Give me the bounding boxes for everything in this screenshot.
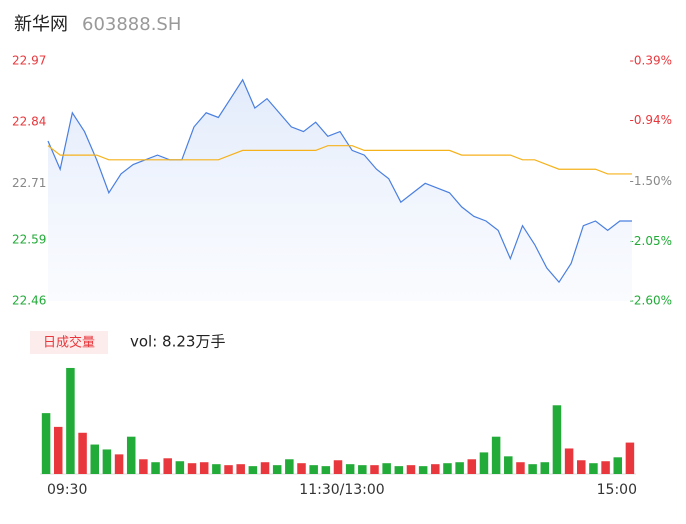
volume-bar <box>431 464 440 474</box>
stock-name: 新华网 <box>14 14 68 35</box>
volume-bar <box>625 442 635 474</box>
volume-bar <box>479 452 489 474</box>
volume-bar <box>114 454 124 474</box>
volume-bar <box>394 466 404 474</box>
volume-bar <box>90 444 99 474</box>
x-tick-label: 09:30 <box>47 482 87 498</box>
volume-bar <box>66 367 75 474</box>
volume-bar <box>285 459 294 474</box>
price-area <box>48 79 632 301</box>
volume-total: vol: 8.23万手 <box>130 333 225 351</box>
volume-bar <box>199 462 209 474</box>
volume-bar <box>272 465 282 474</box>
y-tick-label: 22.59 <box>12 232 46 246</box>
x-tick-label: 11:30/13:00 <box>299 482 384 498</box>
volume-bar <box>564 448 574 474</box>
y-tick-label: 22.71 <box>12 176 46 190</box>
volume-bar <box>613 457 623 474</box>
y-tick-label: 22.84 <box>12 115 46 129</box>
volume-bar <box>528 464 537 474</box>
y2-tick-label: -1.50% <box>630 174 672 188</box>
y2-tick-label: -0.39% <box>630 54 672 68</box>
volume-bar <box>151 462 160 474</box>
volume-bar <box>248 466 258 474</box>
y2-tick-label: -0.94% <box>630 113 672 127</box>
volume-bar <box>297 463 306 474</box>
volume-bar <box>139 459 148 474</box>
volume-bar <box>187 463 197 474</box>
volume-bar <box>321 466 331 474</box>
volume-bar <box>345 464 355 474</box>
volume-bar <box>382 463 391 474</box>
volume-bar <box>516 462 525 474</box>
volume-bar <box>552 405 562 474</box>
volume-legend-box <box>30 331 108 354</box>
stock-code: 603888.SH <box>82 14 181 35</box>
volume-bar <box>163 458 172 474</box>
volume-bar <box>504 456 513 474</box>
y-tick-label: 22.97 <box>12 54 46 68</box>
volume-bar <box>418 466 428 474</box>
volume-bar <box>224 465 233 474</box>
volume-bar <box>41 413 51 474</box>
volume-bar <box>53 426 63 474</box>
volume-bar <box>406 465 416 474</box>
volume-bar <box>358 465 367 474</box>
volume-bar <box>212 464 221 474</box>
volume-bar <box>175 461 185 474</box>
volume-bar <box>102 449 112 474</box>
volume-bar <box>455 462 464 474</box>
volume-bar <box>467 459 477 474</box>
average-line <box>47 145 632 175</box>
volume-bar <box>589 463 598 474</box>
volume-bar <box>78 432 87 474</box>
volume-bar <box>370 465 379 474</box>
volume-bar <box>333 460 343 474</box>
volume-bar <box>260 462 270 474</box>
x-tick-label: 15:00 <box>597 482 637 498</box>
volume-bar <box>443 463 452 474</box>
volume-bar <box>540 462 550 474</box>
y2-tick-label: -2.60% <box>630 294 672 308</box>
y2-tick-label: -2.05% <box>630 234 672 248</box>
volume-bar <box>491 436 501 474</box>
volume-bar <box>126 436 136 474</box>
volume-legend: 日成交量 <box>43 335 95 351</box>
volume-bar <box>601 461 610 474</box>
volume-bar <box>236 464 245 474</box>
volume-bar <box>309 465 318 474</box>
y-tick-label: 22.46 <box>12 294 46 308</box>
volume-bar <box>577 460 586 474</box>
